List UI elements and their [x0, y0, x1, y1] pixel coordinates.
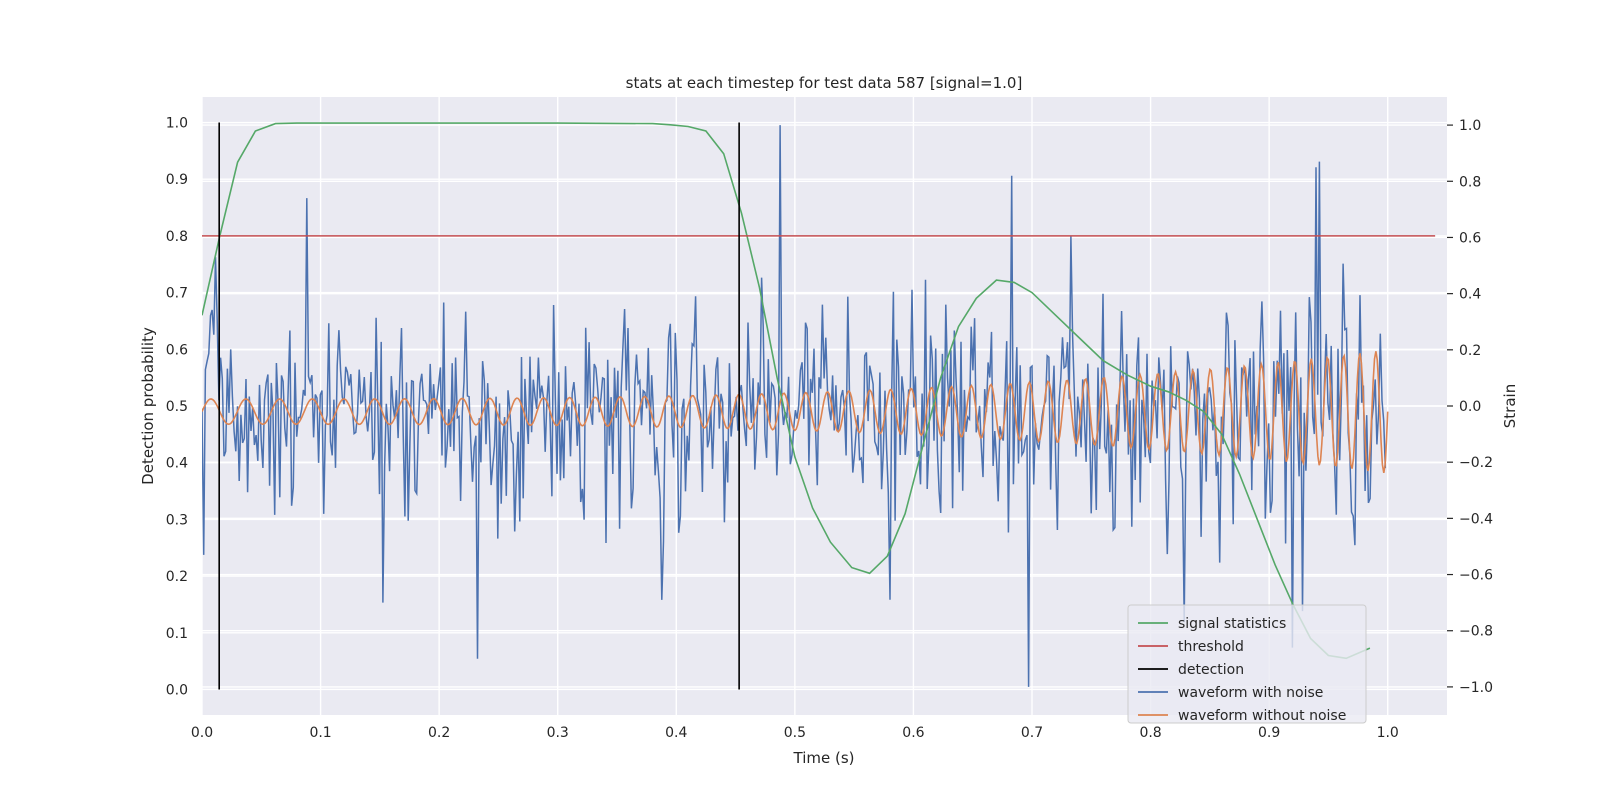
y-right-tick-label: −0.4 [1459, 511, 1493, 527]
x-tick-label: 0.4 [665, 725, 687, 741]
y-left-tick-label: 0.3 [166, 512, 188, 528]
y-right-tick-label: 0.2 [1459, 343, 1481, 359]
y-right-tick-label: −0.2 [1459, 455, 1493, 471]
x-tick-label: 0.7 [1021, 725, 1043, 741]
y-left-tick-label: 1.0 [166, 116, 188, 132]
x-tick-label: 0.5 [784, 725, 806, 741]
series-layer [202, 122, 1436, 690]
legend-label: detection [1178, 662, 1244, 678]
chart-title: stats at each timestep for test data 587… [626, 74, 1023, 92]
y-axis-label-right: Strain [1501, 384, 1519, 428]
y-right-tick-label: 0.6 [1459, 230, 1481, 246]
y-left-tick-label: 0.7 [166, 286, 188, 302]
y-left-tick-label: 0.9 [166, 172, 188, 188]
y-right-tick-label: 0.0 [1459, 399, 1481, 415]
y-right-tick-label: 1.0 [1459, 118, 1481, 134]
x-tick-label: 0.8 [1139, 725, 1161, 741]
legend-label: threshold [1178, 639, 1244, 655]
legend-label: waveform with noise [1178, 685, 1323, 701]
y-left-tick-label: 0.1 [166, 626, 188, 642]
y-left-tick-label: 0.8 [166, 229, 188, 245]
y-right-tick-label: −1.0 [1459, 680, 1493, 696]
legend-label: signal statistics [1178, 616, 1286, 632]
y-left-tick-label: 0.2 [166, 569, 188, 585]
y-left-tick-label: 0.0 [166, 682, 188, 698]
x-tick-label: 0.1 [309, 725, 331, 741]
legend-label: waveform without noise [1178, 708, 1346, 724]
x-tick-label: 0.2 [428, 725, 450, 741]
axes: 0.0 0.1 0.2 0.3 0.4 0.5 0.6 0.7 0.8 0.9 1.0 0.0 0.1 0… [166, 116, 1493, 741]
y-axis-label-left: Detection probability [139, 327, 157, 485]
waveform-without-noise-line [202, 351, 1389, 474]
legend-box [1127, 604, 1367, 724]
y-right-tick-label: −0.8 [1459, 624, 1493, 640]
x-tick-label: 0.6 [902, 725, 924, 741]
x-tick-label: 0.9 [1258, 725, 1280, 741]
legend: signal statistics threshold detection wavef… [1127, 604, 1367, 724]
x-tick-label: 0.3 [547, 725, 569, 741]
y-left-tick-label: 0.5 [166, 399, 188, 415]
y-right-tick-label: −0.6 [1459, 568, 1493, 584]
y-right-tick-label: 0.4 [1459, 287, 1481, 303]
y-left-tick-label: 0.4 [166, 456, 188, 472]
x-axis-label: Time (s) [793, 749, 855, 767]
signal-statistics-line [202, 122, 1371, 660]
y-left-tick-label: 0.6 [166, 342, 188, 358]
y-right-tick-label: 0.8 [1459, 174, 1481, 190]
x-tick-label: 1.0 [1377, 725, 1399, 741]
x-tick-label: 0.0 [191, 725, 213, 741]
